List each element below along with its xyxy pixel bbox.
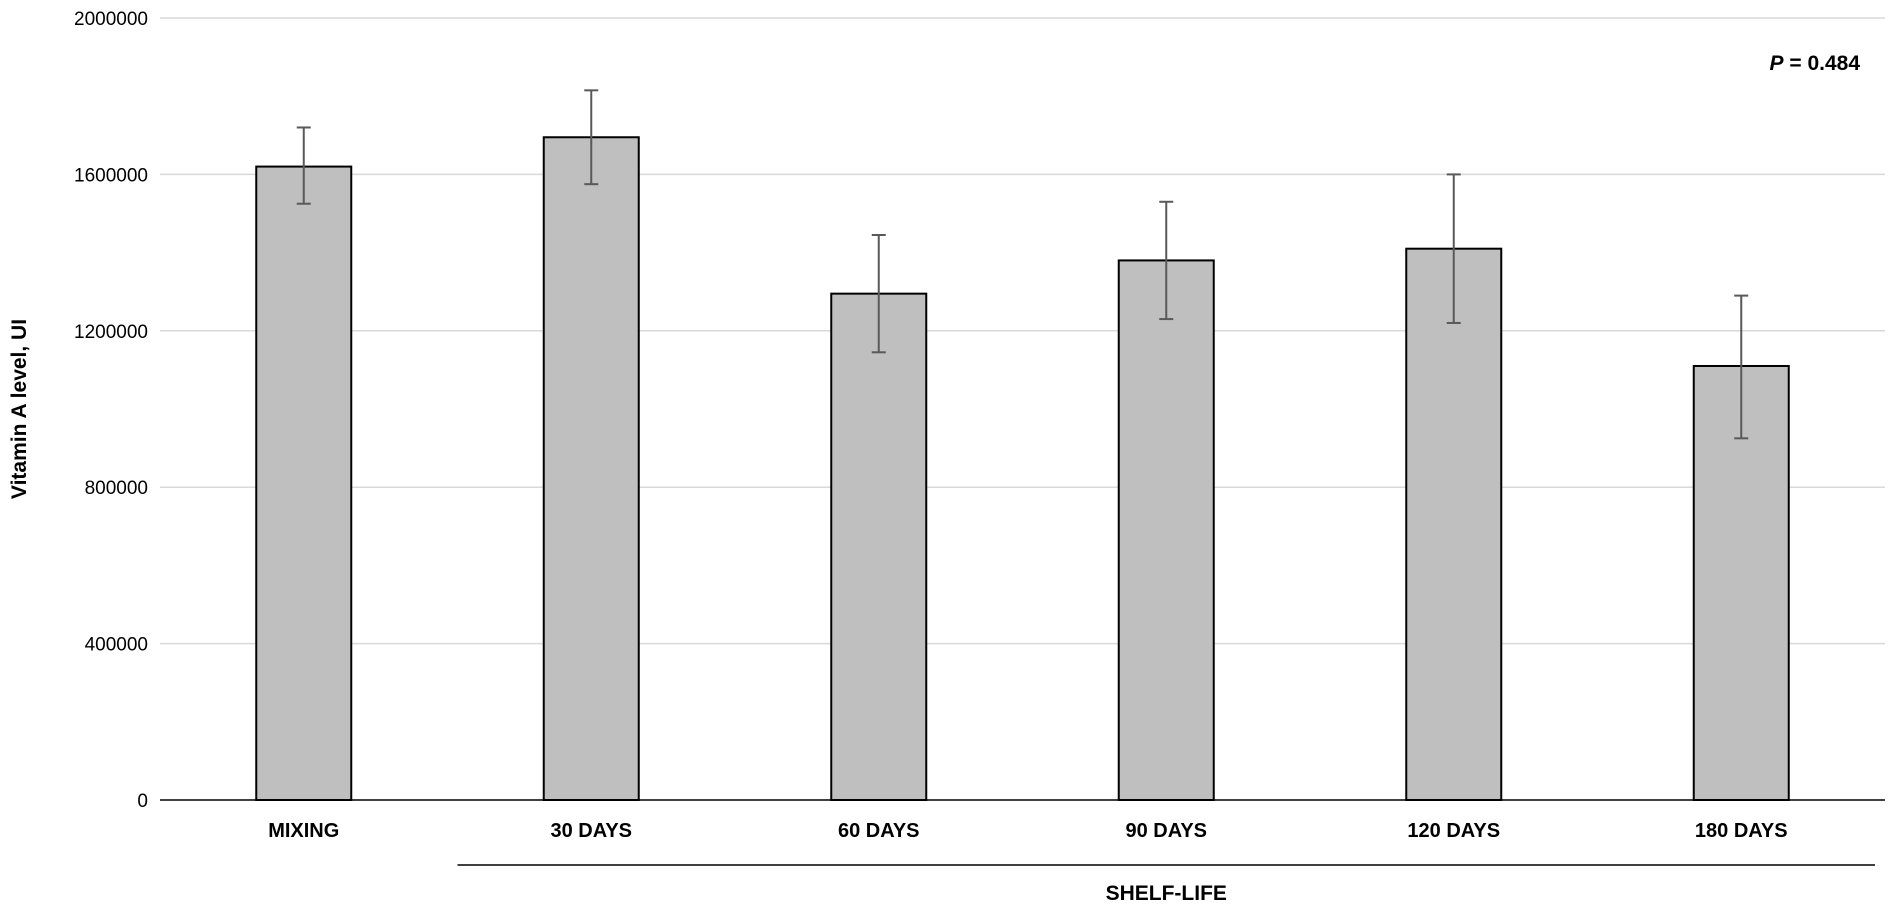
error-bars xyxy=(296,89,1749,440)
bar xyxy=(1405,247,1503,801)
bar xyxy=(255,165,353,801)
bar xyxy=(542,136,640,801)
y-tick-label: 400000 xyxy=(85,635,148,656)
x-tick-label: 60 DAYS xyxy=(838,820,920,842)
x-tick-label: 90 DAYS xyxy=(1125,820,1207,842)
shelf-life-group-label: SHELF-LIFE xyxy=(1106,882,1227,905)
x-tick-label: MIXING xyxy=(268,820,339,842)
bar xyxy=(1117,259,1215,802)
p-value-annotation: P = 0.484 xyxy=(1770,52,1861,75)
y-tick-label: 1200000 xyxy=(74,322,148,343)
x-tick-label: 180 DAYS xyxy=(1695,820,1788,842)
x-tick-label: 30 DAYS xyxy=(550,820,632,842)
p-value-text: = 0.484 xyxy=(1784,52,1861,75)
x-tick-label: 120 DAYS xyxy=(1407,820,1500,842)
y-tick-label: 0 xyxy=(137,791,148,812)
bars xyxy=(255,136,1790,802)
p-value-symbol: P xyxy=(1770,52,1785,75)
x-tick-labels: MIXING 30 DAYS 60 DAYS 90 DAYS 120 DAYS 180 D… xyxy=(268,820,1787,842)
bar xyxy=(830,292,928,801)
y-tick-labels: 0 400000 800000 1200000 1600000 2000000 xyxy=(74,9,148,812)
gridlines xyxy=(160,17,1885,645)
y-tick-label: 2000000 xyxy=(74,9,148,30)
y-tick-label: 1600000 xyxy=(74,165,148,186)
y-axis-label: Vitamin A level, UI xyxy=(8,319,31,499)
y-tick-label: 800000 xyxy=(85,478,148,499)
